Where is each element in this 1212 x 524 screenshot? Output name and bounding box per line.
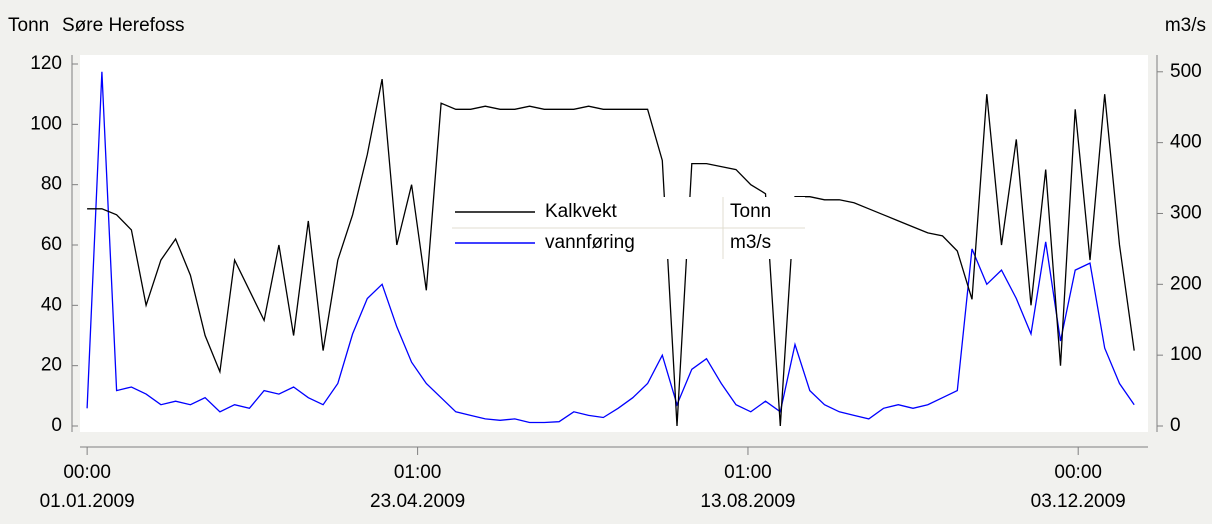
y-tick-label: 40 [41, 294, 62, 315]
x-tick-label: 00:00 [63, 462, 111, 483]
legend: Kalkvekt Tonn vannføring m3/s [452, 197, 805, 259]
y2-tick-label: 400 [1170, 132, 1202, 153]
series-line [87, 78, 1135, 427]
y2-tick-label: 200 [1170, 273, 1202, 294]
y-tick-label: 100 [30, 113, 62, 134]
legend-label: Kalkvekt [545, 201, 618, 222]
y-tick-label: 0 [51, 415, 62, 436]
y-tick-label: 120 [30, 53, 62, 74]
y2-tick-label: 0 [1170, 415, 1181, 436]
x-tick-label: 23.04.2009 [370, 491, 465, 512]
y2-tick-label: 100 [1170, 344, 1202, 365]
y2-axis-label: m3/s [1165, 15, 1206, 36]
y-tick-label: 20 [41, 355, 62, 376]
y2-tick-label: 300 [1170, 202, 1202, 223]
x-tick-label: 01:00 [394, 462, 442, 483]
legend-label: vannføring [545, 232, 635, 253]
y-axis-label: Tonn [8, 15, 49, 36]
y-tick-label: 80 [41, 174, 62, 195]
chart-title: Søre Herefoss [62, 15, 184, 36]
x-tick-label: 00:00 [1054, 462, 1102, 483]
x-tick-label: 01.01.2009 [40, 491, 135, 512]
x-tick-label: 03.12.2009 [1031, 491, 1126, 512]
y-tick-label: 60 [41, 234, 62, 255]
y2-tick-label: 500 [1170, 61, 1202, 82]
x-tick-label: 01:00 [724, 462, 772, 483]
series-layer [86, 71, 1135, 427]
series-line [86, 71, 1135, 424]
legend-unit: m3/s [730, 232, 771, 253]
x-tick-label: 13.08.2009 [700, 491, 795, 512]
legend-unit: Tonn [730, 201, 771, 222]
